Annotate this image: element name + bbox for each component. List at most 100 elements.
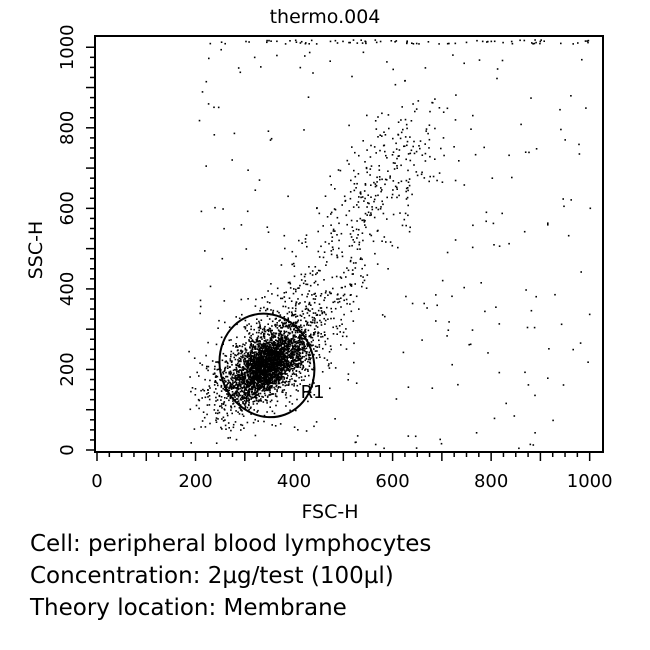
data-point bbox=[228, 372, 230, 375]
data-point bbox=[529, 443, 532, 446]
data-point bbox=[248, 41, 250, 43]
data-point bbox=[366, 171, 368, 174]
data-point bbox=[364, 212, 367, 215]
data-point bbox=[245, 392, 247, 394]
data-point bbox=[247, 365, 249, 367]
data-point bbox=[346, 267, 348, 269]
data-point bbox=[279, 331, 282, 334]
data-point bbox=[278, 362, 280, 365]
data-point bbox=[260, 368, 262, 370]
data-point bbox=[265, 366, 268, 368]
data-point bbox=[385, 241, 387, 243]
data-point bbox=[314, 318, 316, 320]
data-point bbox=[435, 320, 437, 322]
data-point bbox=[293, 352, 295, 354]
data-point bbox=[267, 350, 269, 353]
data-point bbox=[276, 389, 278, 391]
data-point bbox=[539, 42, 541, 45]
data-point bbox=[266, 364, 269, 366]
data-point bbox=[454, 239, 457, 241]
data-point bbox=[287, 349, 290, 351]
data-point bbox=[278, 359, 281, 361]
data-point bbox=[242, 402, 244, 405]
data-point bbox=[246, 352, 249, 355]
data-point bbox=[343, 293, 346, 296]
data-point bbox=[217, 368, 220, 371]
data-point bbox=[317, 331, 319, 334]
data-point bbox=[303, 355, 305, 358]
data-point bbox=[287, 341, 290, 344]
data-point bbox=[237, 376, 240, 378]
data-point bbox=[263, 330, 266, 332]
data-point bbox=[244, 349, 247, 351]
data-point bbox=[289, 324, 291, 326]
data-point bbox=[278, 330, 281, 332]
data-point bbox=[213, 384, 216, 386]
data-point bbox=[280, 350, 282, 352]
data-point bbox=[242, 386, 245, 389]
data-point bbox=[369, 174, 371, 176]
data-point bbox=[400, 180, 403, 183]
data-point bbox=[578, 143, 580, 146]
data-point bbox=[283, 337, 286, 339]
data-point bbox=[331, 240, 333, 242]
gate-r1 bbox=[218, 312, 316, 419]
data-point bbox=[289, 349, 292, 352]
data-point bbox=[283, 366, 286, 368]
x-tick-label: 800 bbox=[474, 471, 508, 492]
data-point bbox=[302, 366, 305, 368]
data-point bbox=[310, 333, 312, 336]
data-point bbox=[238, 402, 240, 405]
data-point bbox=[223, 408, 226, 410]
data-point bbox=[411, 193, 413, 196]
data-point bbox=[398, 149, 401, 151]
data-point bbox=[252, 357, 255, 360]
data-point bbox=[264, 373, 266, 376]
data-point bbox=[294, 310, 297, 312]
data-point bbox=[413, 164, 415, 166]
data-point bbox=[283, 346, 286, 348]
data-point bbox=[268, 373, 270, 376]
data-point bbox=[265, 362, 268, 365]
data-point bbox=[431, 387, 434, 389]
data-point bbox=[350, 236, 353, 238]
data-point bbox=[301, 355, 304, 358]
data-point bbox=[288, 333, 291, 335]
data-point bbox=[285, 362, 287, 365]
data-point bbox=[291, 368, 294, 370]
data-point bbox=[304, 238, 307, 240]
data-point bbox=[343, 195, 346, 198]
data-point bbox=[247, 386, 250, 388]
data-point bbox=[355, 187, 357, 189]
data-point bbox=[257, 382, 259, 385]
data-point bbox=[338, 325, 341, 327]
data-point bbox=[291, 331, 294, 333]
data-point bbox=[226, 414, 229, 417]
data-point bbox=[243, 427, 245, 429]
data-point bbox=[275, 379, 278, 381]
data-point bbox=[304, 329, 306, 331]
data-point bbox=[297, 429, 299, 431]
data-point bbox=[341, 286, 343, 289]
data-point bbox=[424, 67, 427, 69]
data-point bbox=[215, 421, 218, 423]
data-point bbox=[336, 256, 339, 258]
data-point bbox=[293, 339, 295, 342]
data-point bbox=[280, 359, 282, 362]
data-point bbox=[563, 205, 565, 208]
data-point bbox=[308, 335, 311, 337]
data-point bbox=[242, 366, 244, 368]
data-point bbox=[314, 320, 316, 322]
data-point bbox=[306, 283, 309, 286]
data-point bbox=[293, 328, 295, 331]
data-point bbox=[260, 358, 263, 361]
data-point bbox=[277, 387, 279, 389]
data-point bbox=[281, 370, 284, 372]
data-point bbox=[257, 387, 259, 389]
data-point bbox=[247, 368, 249, 370]
data-point bbox=[274, 336, 277, 338]
data-point bbox=[251, 386, 254, 388]
data-point bbox=[276, 352, 279, 354]
data-point bbox=[283, 389, 286, 391]
data-point bbox=[190, 390, 192, 393]
